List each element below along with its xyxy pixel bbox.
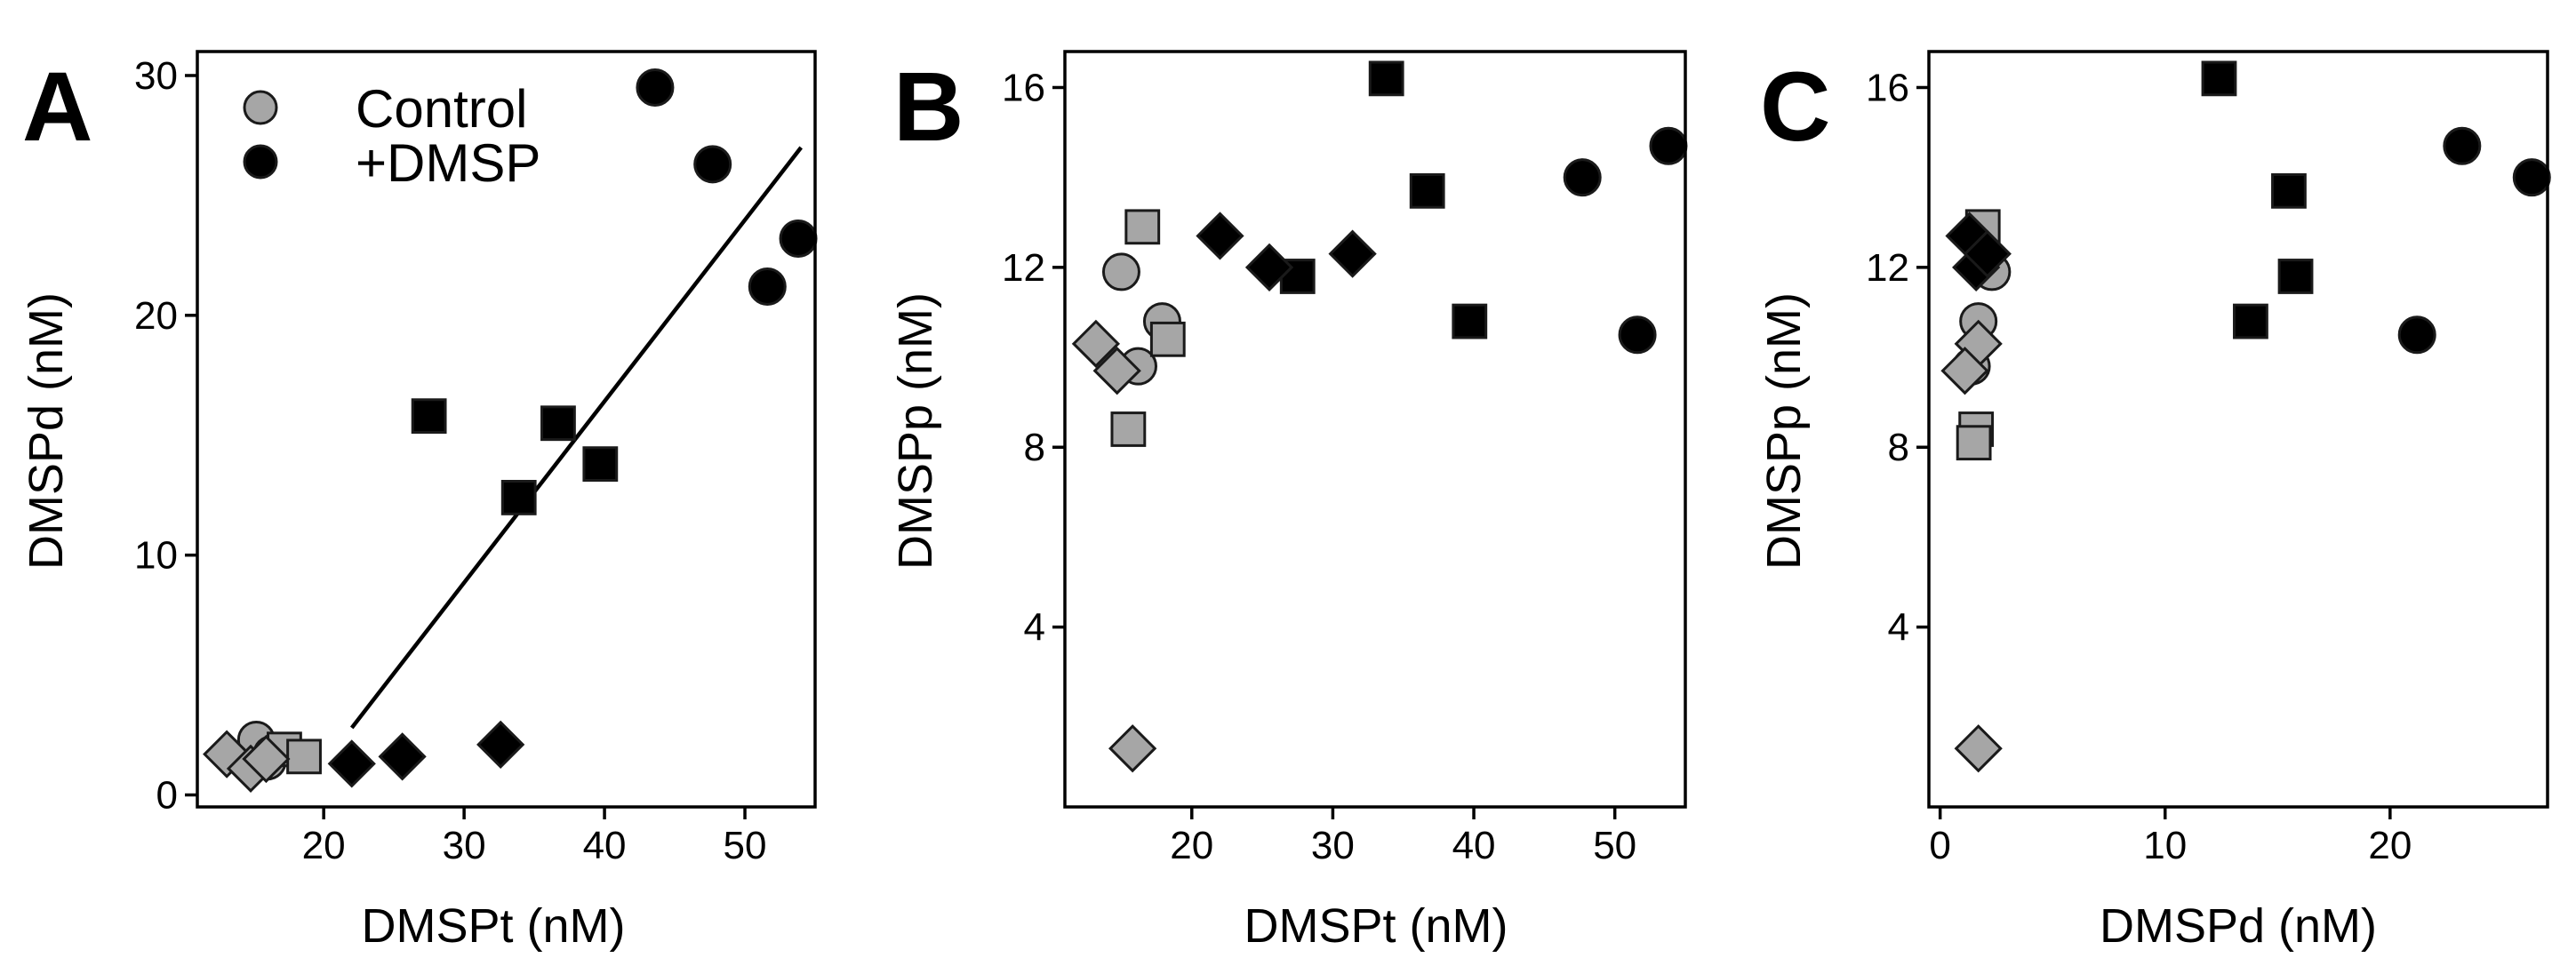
panel-b-y-axis-title: DMSPp (nM) — [889, 292, 942, 570]
data-point-treatment-circle — [1649, 126, 1688, 165]
data-point-treatment-square — [1368, 60, 1404, 97]
data-point-treatment-circle — [2443, 126, 2482, 165]
data-point-treatment-circle — [1618, 315, 1657, 355]
panel-a-y-axis-title: DMSPd (nM) — [20, 292, 73, 570]
data-point-treatment-square — [540, 405, 576, 442]
data-point-treatment-diamond — [1196, 212, 1244, 260]
panel-a-ticks: 20 30 40 50 0 10 20 30 — [134, 54, 766, 867]
panel-c-x-tick-label: 20 — [2368, 824, 2412, 867]
legend-control-label: Control — [356, 79, 527, 139]
panel-a-y-tick-label: 30 — [134, 54, 178, 98]
panel-b-x-tick-label: 30 — [1311, 824, 1355, 867]
panel-b-y-tick-label: 8 — [1024, 426, 1045, 469]
data-point-treatment-diamond — [1328, 229, 1377, 278]
panel-b-y-tick-label: 4 — [1024, 606, 1045, 650]
data-point-control-square — [1124, 209, 1161, 245]
data-point-control-diamond — [1071, 319, 1121, 368]
panel-c-marks — [1940, 60, 2551, 773]
data-point-treatment-circle — [2397, 315, 2436, 355]
panel-a-y-tick-label: 20 — [134, 294, 178, 338]
panel-a-x-tick-label: 50 — [724, 824, 767, 867]
panel-a: A DMSPt (nM) DMSPd (nM) 20 30 40 500102030 … — [20, 50, 818, 953]
data-point-treatment-circle — [2512, 158, 2551, 197]
panel-c: C DMSPd (nM) DMSPp (nM) 0 10 20 4 8 12 16 — [1757, 50, 2551, 953]
data-point-treatment-diamond — [378, 732, 427, 781]
data-point-treatment-square — [500, 480, 537, 515]
panel-b-x-tick-label: 40 — [1452, 824, 1496, 867]
panel-label-b: B — [893, 52, 964, 162]
panel-a-x-tick-label: 40 — [583, 824, 627, 867]
panel-a-y-tick-label: 0 — [156, 774, 178, 818]
panel-b-ticks: 20 30 40 50 4 8 12 16 — [1002, 66, 1636, 867]
panel-b-frame — [1063, 50, 1687, 809]
panel-c-x-axis-title: DMSPd (nM) — [2100, 899, 2377, 953]
data-point-control-square — [1110, 411, 1147, 447]
panel-c-x-tick-label: 0 — [1929, 824, 1950, 867]
data-point-control-diamond — [1108, 724, 1157, 773]
data-point-control-square — [286, 738, 322, 775]
data-point-treatment-square — [1452, 303, 1488, 339]
regression-line — [349, 146, 803, 730]
panel-a-y-tick-label: 10 — [134, 534, 178, 578]
data-point-treatment-circle — [636, 68, 675, 107]
data-point-control-square — [1149, 321, 1186, 357]
data-point-treatment-circle — [1563, 158, 1602, 197]
panel-c-x-tick-label: 10 — [2143, 824, 2187, 867]
data-point-treatment-square — [2277, 259, 2314, 294]
data-point-treatment-diamond — [1244, 243, 1294, 291]
data-point-treatment-diamond — [1963, 229, 2012, 278]
panel-a-marks — [203, 68, 818, 793]
data-point-control-diamond — [1092, 347, 1141, 395]
data-point-treatment-diamond — [476, 720, 525, 769]
legend-treatment-marker — [243, 144, 278, 180]
panel-b: B DMSPt (nM) DMSPp (nM) 20 30 40 50 4 8 12 16 — [889, 50, 1688, 953]
panel-b-y-tick-label: 12 — [1002, 246, 1045, 290]
data-point-control-circle — [1101, 252, 1140, 291]
data-point-control-diamond — [1940, 347, 1989, 395]
panel-a-x-axis-title: DMSPt (nM) — [362, 899, 626, 953]
data-point-control-diamond — [1954, 724, 2003, 773]
panel-b-y-tick-label: 16 — [1002, 66, 1045, 109]
data-point-treatment-circle — [748, 267, 787, 306]
panel-c-y-tick-label: 8 — [1888, 426, 1909, 469]
panel-c-frame — [1927, 50, 2549, 809]
panel-a-x-tick-label: 30 — [443, 824, 486, 867]
data-point-treatment-square — [1409, 172, 1445, 209]
legend: Control +DMSP — [243, 79, 540, 193]
panel-b-marks — [1071, 60, 1688, 773]
legend-treatment-label: +DMSP — [356, 133, 540, 193]
data-point-control-diamond — [242, 734, 291, 784]
data-point-treatment-square — [2271, 172, 2307, 209]
data-point-treatment-square — [2233, 303, 2268, 339]
data-point-control-square — [1956, 425, 1992, 461]
panel-a-x-tick-label: 20 — [302, 824, 346, 867]
panel-label-c: C — [1760, 52, 1830, 162]
data-point-treatment-square — [411, 398, 447, 435]
panel-c-y-tick-label: 4 — [1888, 606, 1909, 650]
data-point-treatment-diamond — [327, 739, 376, 788]
legend-control-marker — [243, 90, 278, 125]
panel-b-x-tick-label: 20 — [1170, 824, 1213, 867]
panel-c-y-axis-title: DMSPp (nM) — [1757, 292, 1811, 570]
data-point-treatment-square — [2201, 60, 2237, 97]
panel-b-x-axis-title: DMSPt (nM) — [1244, 899, 1508, 953]
panel-label-a: A — [22, 52, 92, 162]
panel-c-ticks: 0 10 20 4 8 12 16 — [1866, 66, 2412, 867]
panel-c-y-tick-label: 12 — [1866, 246, 1909, 290]
panel-b-x-tick-label: 50 — [1593, 824, 1636, 867]
data-point-treatment-square — [582, 446, 619, 483]
panel-c-y-tick-label: 16 — [1866, 66, 1909, 109]
data-point-treatment-circle — [693, 145, 732, 184]
panel-a-frame — [196, 50, 817, 809]
data-point-treatment-circle — [779, 219, 818, 258]
